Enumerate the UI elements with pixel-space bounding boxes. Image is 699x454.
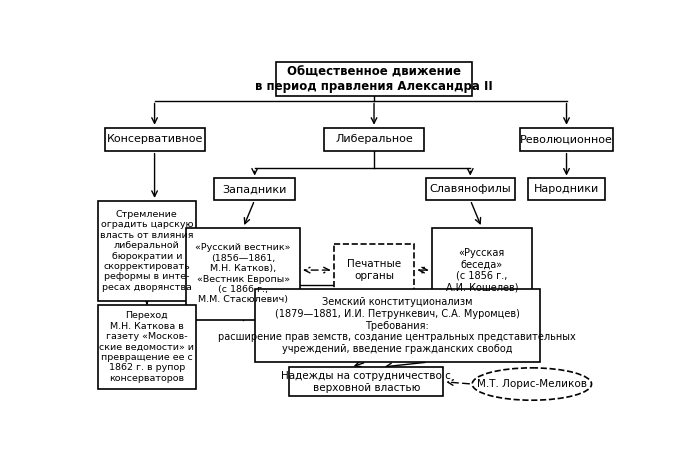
Text: Переход
М.Н. Каткова в
газету «Москов-
ские ведомости» и
превращение ее с
1862 г: Переход М.Н. Каткова в газету «Москов- с… xyxy=(99,311,194,383)
Text: «Русская
беседа»
(с 1856 г.,
А.И. Кошелев): «Русская беседа» (с 1856 г., А.И. Кошеле… xyxy=(445,248,518,292)
FancyBboxPatch shape xyxy=(333,244,415,296)
FancyBboxPatch shape xyxy=(520,128,613,151)
FancyBboxPatch shape xyxy=(432,228,532,312)
Text: Надежды на сотрудничество с
верховной властью: Надежды на сотрудничество с верховной вл… xyxy=(282,371,452,393)
Text: М.Т. Лорис-Меликов: М.Т. Лорис-Меликов xyxy=(477,379,587,389)
FancyBboxPatch shape xyxy=(186,228,300,320)
FancyBboxPatch shape xyxy=(324,128,424,151)
Text: Славянофилы: Славянофилы xyxy=(429,184,511,194)
FancyBboxPatch shape xyxy=(215,178,295,200)
FancyBboxPatch shape xyxy=(289,367,443,396)
Text: Печатные
органы: Печатные органы xyxy=(347,259,401,281)
Text: Консервативное: Консервативное xyxy=(106,134,203,144)
Text: Народники: Народники xyxy=(534,184,599,194)
FancyBboxPatch shape xyxy=(426,178,514,200)
Text: Земский конституционализм
(1879—1881, И.И. Петрункевич, С.А. Муромцев)
Требовани: Земский конституционализм (1879—1881, И.… xyxy=(218,297,576,354)
FancyBboxPatch shape xyxy=(254,289,540,362)
Text: Революционное: Революционное xyxy=(520,134,613,144)
FancyBboxPatch shape xyxy=(528,178,605,200)
Text: Либеральное: Либеральное xyxy=(335,134,413,144)
Text: «Русский вестник»
(1856—1861,
М.Н. Катков),
«Вестник Европы»
(с 1866 г.,
М.М. Ст: «Русский вестник» (1856—1861, М.Н. Катко… xyxy=(196,243,291,305)
FancyBboxPatch shape xyxy=(98,305,196,390)
Text: Стремление
оградить царскую
власть от влияния
либеральной
бюрократии и
скорректи: Стремление оградить царскую власть от вл… xyxy=(100,210,194,292)
Ellipse shape xyxy=(473,368,591,400)
FancyBboxPatch shape xyxy=(105,128,205,151)
FancyBboxPatch shape xyxy=(276,62,473,96)
Text: Общественное движение
в период правления Александра II: Общественное движение в период правления… xyxy=(255,65,493,93)
FancyBboxPatch shape xyxy=(98,201,196,301)
Text: Западники: Западники xyxy=(222,184,287,194)
